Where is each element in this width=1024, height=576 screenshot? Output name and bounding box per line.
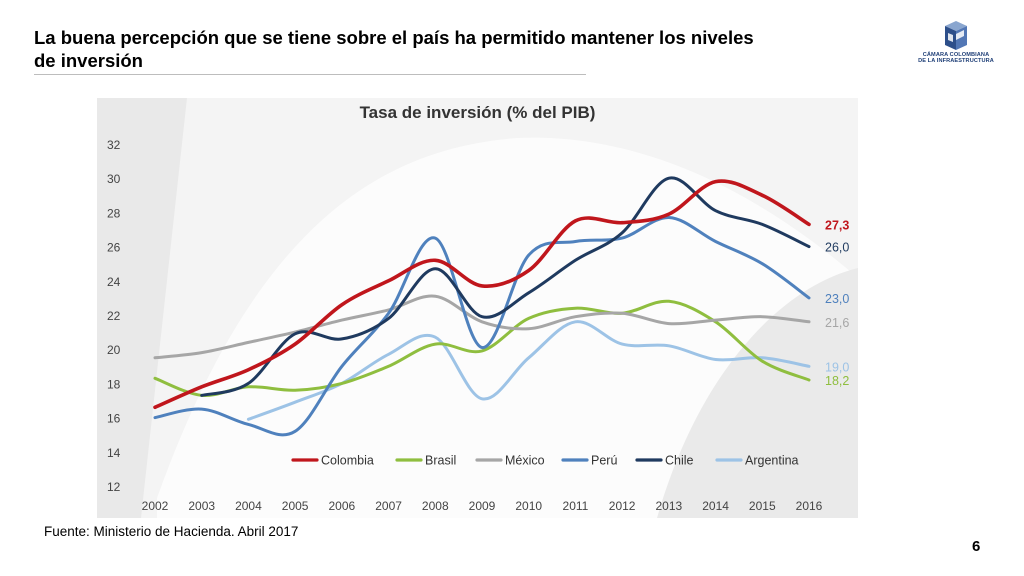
- y-tick-label: 12: [107, 480, 121, 494]
- x-tick-label: 2008: [422, 499, 449, 513]
- series-line-chile: [200, 176, 811, 397]
- end-label-brasil: 18,2: [825, 374, 849, 388]
- y-tick-label: 28: [107, 206, 121, 220]
- x-tick-label: 2003: [188, 499, 215, 513]
- series-line-brasil: [153, 299, 811, 397]
- x-tick-label: 2011: [563, 499, 589, 513]
- x-tick-label: 2010: [515, 499, 542, 513]
- y-tick-label: 14: [107, 446, 121, 460]
- legend-label-peru: Perú: [591, 454, 617, 468]
- slide-title: La buena percepción que se tiene sobre e…: [34, 27, 754, 71]
- page-number: 6: [972, 538, 981, 555]
- series-line-mexico: [153, 294, 811, 360]
- legend-label-argentina: Argentina: [745, 454, 799, 468]
- x-tick-label: 2016: [796, 499, 823, 513]
- background-shape-right: [657, 268, 858, 518]
- end-label-argentina: 19,0: [825, 360, 849, 374]
- legend-label-colombia: Colombia: [321, 454, 374, 468]
- x-tick-label: 2005: [282, 499, 309, 513]
- x-tick-label: 2007: [375, 499, 402, 513]
- logo-text-line2: DE LA INFRAESTRUCTURA: [918, 58, 994, 65]
- y-tick-label: 22: [107, 309, 121, 323]
- x-tick-label: 2013: [656, 499, 683, 513]
- y-tick-label: 32: [107, 138, 121, 152]
- title-divider: [34, 74, 586, 75]
- y-tick-label: 24: [107, 275, 121, 289]
- x-tick-label: 2012: [609, 499, 636, 513]
- y-tick-label: 20: [107, 343, 121, 357]
- cci-cube-icon: [945, 21, 967, 50]
- legend-label-mexico: México: [505, 454, 545, 468]
- background-shape-left: [97, 98, 187, 518]
- investment-rate-chart: Tasa de inversión (% del PIB) 12 14 16 18 20 2…: [97, 98, 858, 518]
- logo-text-line1: CÁMARA COLOMBIANA: [922, 52, 990, 58]
- y-tick-label: 26: [107, 241, 121, 255]
- legend-label-brasil: Brasil: [425, 454, 456, 468]
- y-tick-label: 30: [107, 172, 121, 186]
- y-tick-label: 16: [107, 412, 121, 426]
- chart-svg: Tasa de inversión (% del PIB) 12 14 16 18 20 2…: [97, 98, 858, 518]
- x-tick-label: 2015: [749, 499, 776, 513]
- series-line-colombia: [153, 179, 811, 410]
- y-tick-label: 18: [107, 377, 121, 391]
- x-tick-label: 2002: [142, 499, 169, 513]
- end-label-chile: 26,0: [825, 241, 849, 255]
- legend-label-chile: Chile: [665, 454, 694, 468]
- series-line-peru: [153, 215, 811, 437]
- chart-title: Tasa de inversión (% del PIB): [360, 103, 596, 122]
- x-tick-label: 2006: [329, 499, 356, 513]
- end-label-colombia: 27,3: [825, 218, 849, 232]
- x-tick-label: 2014: [702, 499, 729, 513]
- x-tick-label: 2009: [469, 499, 496, 513]
- end-label-peru: 23,0: [825, 292, 849, 306]
- x-tick-label: 2004: [235, 499, 262, 513]
- end-label-mexico: 21,6: [825, 316, 849, 330]
- source-note: Fuente: Ministerio de Hacienda. Abril 20…: [44, 524, 299, 539]
- logo: CÁMARA COLOMBIANA DE LA INFRAESTRUCTURA: [916, 20, 996, 72]
